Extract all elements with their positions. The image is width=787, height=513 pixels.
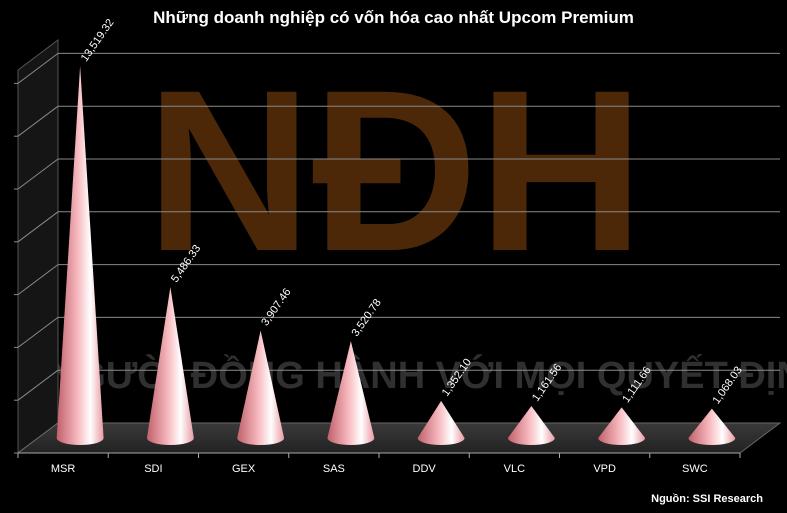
gridline-side bbox=[17, 264, 59, 296]
cone-sas bbox=[327, 341, 375, 445]
chart-floor bbox=[16, 422, 782, 454]
gridline-side bbox=[17, 105, 59, 137]
x-axis-labels: MSR SDI GEX SAS DDV VLC VPD SWC bbox=[17, 453, 741, 475]
x-tick-label: SDI bbox=[144, 463, 162, 475]
x-tick-label: SWC bbox=[682, 463, 708, 475]
cone-swc bbox=[688, 408, 736, 445]
cone-gex bbox=[237, 330, 285, 445]
data-label: 3,520.78 bbox=[350, 297, 384, 339]
cone-msr bbox=[56, 66, 104, 446]
cone-sdi bbox=[146, 287, 194, 445]
x-tick-label: DDV bbox=[413, 463, 437, 475]
cone-vpd bbox=[598, 407, 646, 445]
gridline-side bbox=[17, 158, 59, 190]
cone-body bbox=[688, 408, 736, 445]
cone-body bbox=[327, 341, 375, 445]
data-label: 13,519.32 bbox=[79, 17, 117, 64]
source-note: Nguồn: SSI Research bbox=[651, 493, 763, 505]
left-wall bbox=[17, 39, 59, 454]
floor-plane bbox=[16, 422, 782, 454]
gridline-side bbox=[17, 211, 59, 243]
cone-vlc bbox=[507, 406, 555, 445]
gridline-side bbox=[17, 316, 59, 348]
x-tick-label: GEX bbox=[232, 463, 256, 475]
watermark-logo-text: NĐH bbox=[146, 42, 644, 299]
x-tick-label: MSR bbox=[51, 463, 76, 475]
cone-body bbox=[417, 400, 465, 445]
gridline-side bbox=[17, 369, 59, 401]
cone-body bbox=[507, 406, 555, 445]
cone-body bbox=[598, 407, 646, 445]
x-tick-label: VPD bbox=[593, 463, 616, 475]
x-tick-label: VLC bbox=[504, 463, 525, 475]
cone-body bbox=[237, 330, 285, 445]
cone-body bbox=[56, 66, 104, 446]
cone-body bbox=[146, 287, 194, 445]
gridline-side bbox=[17, 53, 59, 84]
chart-title: Những doanh nghiệp có vốn hóa cao nhất U… bbox=[153, 8, 634, 27]
x-tick-label: SAS bbox=[323, 463, 345, 475]
data-series bbox=[56, 66, 736, 446]
cone-ddv bbox=[417, 400, 465, 445]
chart-walls bbox=[17, 39, 59, 454]
